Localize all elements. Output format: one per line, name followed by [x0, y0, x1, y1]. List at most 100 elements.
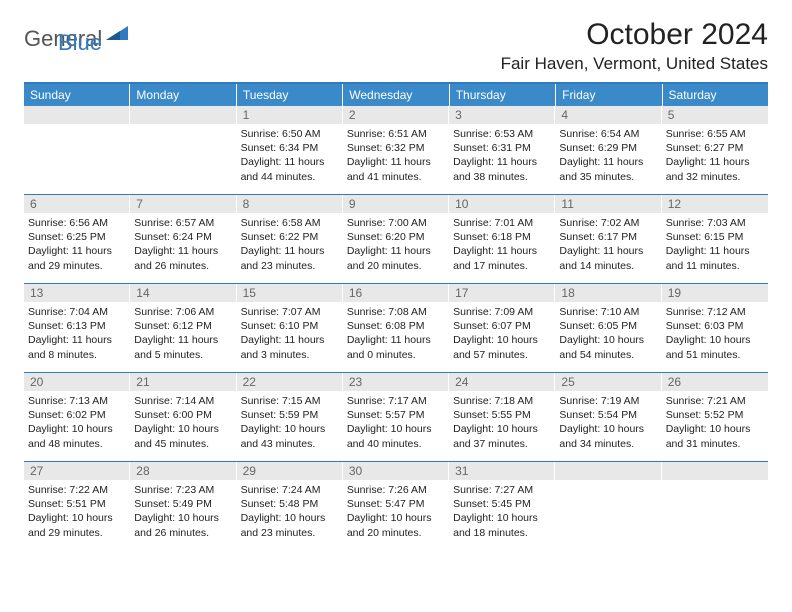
day-details: Sunrise: 7:07 AMSunset: 6:10 PMDaylight:… [237, 302, 343, 367]
week-row: 20Sunrise: 7:13 AMSunset: 6:02 PMDayligh… [24, 372, 768, 461]
day-details: Sunrise: 7:10 AMSunset: 6:05 PMDaylight:… [555, 302, 661, 367]
weekday-header: Saturday [663, 84, 768, 106]
day-details: Sunrise: 7:01 AMSunset: 6:18 PMDaylight:… [449, 213, 555, 278]
day-cell: 26Sunrise: 7:21 AMSunset: 5:52 PMDayligh… [662, 373, 768, 461]
day-number: 29 [237, 462, 343, 480]
weekday-header: Monday [130, 84, 236, 106]
day-cell: 19Sunrise: 7:12 AMSunset: 6:03 PMDayligh… [662, 284, 768, 372]
day-number: 18 [555, 284, 661, 302]
day-number: 6 [24, 195, 130, 213]
header: General October 2024 [24, 18, 768, 52]
day-cell: 6Sunrise: 6:56 AMSunset: 6:25 PMDaylight… [24, 195, 130, 283]
day-details: Sunrise: 7:00 AMSunset: 6:20 PMDaylight:… [343, 213, 449, 278]
day-details: Sunrise: 7:19 AMSunset: 5:54 PMDaylight:… [555, 391, 661, 456]
day-number: 15 [237, 284, 343, 302]
day-details: Sunrise: 7:18 AMSunset: 5:55 PMDaylight:… [449, 391, 555, 456]
location-text: Fair Haven, Vermont, United States [501, 54, 768, 74]
day-details: Sunrise: 7:14 AMSunset: 6:00 PMDaylight:… [130, 391, 236, 456]
day-number [555, 462, 661, 480]
day-details: Sunrise: 7:27 AMSunset: 5:45 PMDaylight:… [449, 480, 555, 545]
day-number: 19 [662, 284, 768, 302]
week-row: 1Sunrise: 6:50 AMSunset: 6:34 PMDaylight… [24, 106, 768, 194]
day-details: Sunrise: 7:12 AMSunset: 6:03 PMDaylight:… [662, 302, 768, 367]
day-details: Sunrise: 7:09 AMSunset: 6:07 PMDaylight:… [449, 302, 555, 367]
weeks-container: 1Sunrise: 6:50 AMSunset: 6:34 PMDaylight… [24, 106, 768, 550]
logo-text-blue: Blue [58, 30, 102, 55]
day-details: Sunrise: 7:02 AMSunset: 6:17 PMDaylight:… [555, 213, 661, 278]
day-cell: 8Sunrise: 6:58 AMSunset: 6:22 PMDaylight… [237, 195, 343, 283]
week-row: 13Sunrise: 7:04 AMSunset: 6:13 PMDayligh… [24, 283, 768, 372]
weekday-header: Sunday [24, 84, 130, 106]
day-number: 13 [24, 284, 130, 302]
day-cell: 28Sunrise: 7:23 AMSunset: 5:49 PMDayligh… [130, 462, 236, 550]
day-cell: 25Sunrise: 7:19 AMSunset: 5:54 PMDayligh… [555, 373, 661, 461]
day-number: 30 [343, 462, 449, 480]
page-title: October 2024 [586, 18, 768, 52]
day-details: Sunrise: 7:17 AMSunset: 5:57 PMDaylight:… [343, 391, 449, 456]
day-details: Sunrise: 6:58 AMSunset: 6:22 PMDaylight:… [237, 213, 343, 278]
day-number: 9 [343, 195, 449, 213]
day-number [130, 106, 236, 124]
day-number: 3 [449, 106, 555, 124]
day-cell: 7Sunrise: 6:57 AMSunset: 6:24 PMDaylight… [130, 195, 236, 283]
day-cell: 30Sunrise: 7:26 AMSunset: 5:47 PMDayligh… [343, 462, 449, 550]
day-number: 27 [24, 462, 130, 480]
day-number: 5 [662, 106, 768, 124]
day-cell: 18Sunrise: 7:10 AMSunset: 6:05 PMDayligh… [555, 284, 661, 372]
day-number: 31 [449, 462, 555, 480]
day-number: 25 [555, 373, 661, 391]
day-cell: 17Sunrise: 7:09 AMSunset: 6:07 PMDayligh… [449, 284, 555, 372]
week-row: 27Sunrise: 7:22 AMSunset: 5:51 PMDayligh… [24, 461, 768, 550]
day-number: 24 [449, 373, 555, 391]
day-cell: 20Sunrise: 7:13 AMSunset: 6:02 PMDayligh… [24, 373, 130, 461]
day-number: 21 [130, 373, 236, 391]
day-cell: 31Sunrise: 7:27 AMSunset: 5:45 PMDayligh… [449, 462, 555, 550]
weekday-header-row: SundayMondayTuesdayWednesdayThursdayFrid… [24, 84, 768, 106]
day-details: Sunrise: 7:15 AMSunset: 5:59 PMDaylight:… [237, 391, 343, 456]
day-cell: 14Sunrise: 7:06 AMSunset: 6:12 PMDayligh… [130, 284, 236, 372]
weekday-header: Thursday [450, 84, 556, 106]
day-number: 7 [130, 195, 236, 213]
day-number [24, 106, 130, 124]
day-cell: 4Sunrise: 6:54 AMSunset: 6:29 PMDaylight… [555, 106, 661, 194]
day-cell: 11Sunrise: 7:02 AMSunset: 6:17 PMDayligh… [555, 195, 661, 283]
day-number: 8 [237, 195, 343, 213]
day-details: Sunrise: 6:53 AMSunset: 6:31 PMDaylight:… [449, 124, 555, 189]
day-details: Sunrise: 7:04 AMSunset: 6:13 PMDaylight:… [24, 302, 130, 367]
day-details: Sunrise: 7:22 AMSunset: 5:51 PMDaylight:… [24, 480, 130, 545]
day-details: Sunrise: 7:24 AMSunset: 5:48 PMDaylight:… [237, 480, 343, 545]
day-number: 28 [130, 462, 236, 480]
weekday-header: Tuesday [237, 84, 343, 106]
day-cell: 10Sunrise: 7:01 AMSunset: 6:18 PMDayligh… [449, 195, 555, 283]
day-cell [662, 462, 768, 550]
day-cell: 29Sunrise: 7:24 AMSunset: 5:48 PMDayligh… [237, 462, 343, 550]
day-number: 11 [555, 195, 661, 213]
day-cell: 16Sunrise: 7:08 AMSunset: 6:08 PMDayligh… [343, 284, 449, 372]
week-row: 6Sunrise: 6:56 AMSunset: 6:25 PMDaylight… [24, 194, 768, 283]
day-cell: 9Sunrise: 7:00 AMSunset: 6:20 PMDaylight… [343, 195, 449, 283]
calendar: SundayMondayTuesdayWednesdayThursdayFrid… [24, 82, 768, 550]
day-cell: 3Sunrise: 6:53 AMSunset: 6:31 PMDaylight… [449, 106, 555, 194]
day-cell [24, 106, 130, 194]
day-details: Sunrise: 6:50 AMSunset: 6:34 PMDaylight:… [237, 124, 343, 189]
day-cell: 24Sunrise: 7:18 AMSunset: 5:55 PMDayligh… [449, 373, 555, 461]
day-details: Sunrise: 7:03 AMSunset: 6:15 PMDaylight:… [662, 213, 768, 278]
day-cell: 15Sunrise: 7:07 AMSunset: 6:10 PMDayligh… [237, 284, 343, 372]
weekday-header: Wednesday [343, 84, 449, 106]
day-number: 12 [662, 195, 768, 213]
day-number: 17 [449, 284, 555, 302]
day-number: 20 [24, 373, 130, 391]
day-details: Sunrise: 7:13 AMSunset: 6:02 PMDaylight:… [24, 391, 130, 456]
day-cell: 2Sunrise: 6:51 AMSunset: 6:32 PMDaylight… [343, 106, 449, 194]
day-details: Sunrise: 7:23 AMSunset: 5:49 PMDaylight:… [130, 480, 236, 545]
day-number: 4 [555, 106, 661, 124]
day-details: Sunrise: 7:26 AMSunset: 5:47 PMDaylight:… [343, 480, 449, 545]
day-number: 2 [343, 106, 449, 124]
day-number: 26 [662, 373, 768, 391]
day-cell [555, 462, 661, 550]
day-cell: 13Sunrise: 7:04 AMSunset: 6:13 PMDayligh… [24, 284, 130, 372]
day-number: 23 [343, 373, 449, 391]
day-details: Sunrise: 6:57 AMSunset: 6:24 PMDaylight:… [130, 213, 236, 278]
day-cell: 5Sunrise: 6:55 AMSunset: 6:27 PMDaylight… [662, 106, 768, 194]
day-details: Sunrise: 6:56 AMSunset: 6:25 PMDaylight:… [24, 213, 130, 278]
